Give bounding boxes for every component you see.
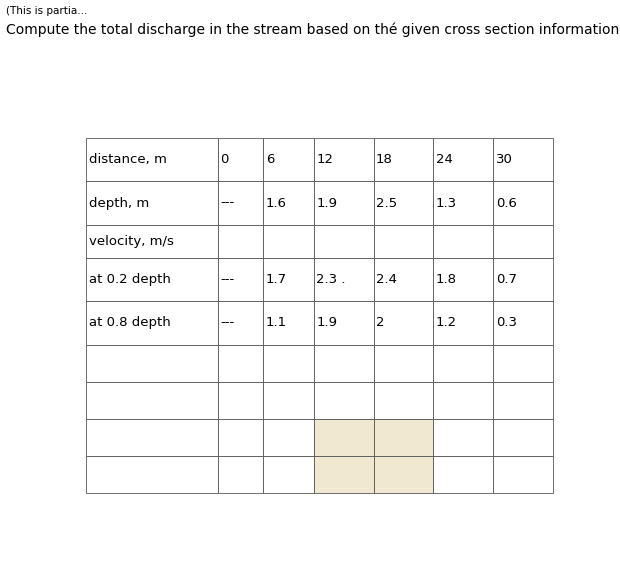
Bar: [374, 225, 433, 258]
Bar: [314, 419, 374, 456]
Bar: [86, 345, 218, 381]
Bar: [374, 258, 433, 301]
Bar: [433, 138, 494, 181]
Text: 6: 6: [266, 153, 274, 166]
Bar: [433, 258, 494, 301]
Bar: [218, 225, 264, 258]
Bar: [86, 456, 218, 493]
Bar: [218, 301, 264, 345]
Bar: [433, 225, 494, 258]
Bar: [494, 138, 553, 181]
Text: at 0.8 depth: at 0.8 depth: [89, 316, 170, 329]
Bar: [433, 456, 494, 493]
Bar: [314, 225, 374, 258]
Bar: [264, 181, 314, 225]
Text: 24: 24: [436, 153, 453, 166]
Bar: [494, 456, 553, 493]
Text: 1.9: 1.9: [316, 196, 337, 209]
Bar: [86, 181, 218, 225]
Bar: [264, 419, 314, 456]
Bar: [494, 345, 553, 381]
Bar: [374, 381, 433, 419]
Text: 1.7: 1.7: [266, 273, 287, 286]
Bar: [314, 456, 374, 493]
Text: 1.6: 1.6: [266, 196, 287, 209]
Bar: [264, 138, 314, 181]
Bar: [494, 381, 553, 419]
Text: 1.3: 1.3: [436, 196, 457, 209]
Bar: [218, 456, 264, 493]
Bar: [494, 258, 553, 301]
Bar: [314, 181, 374, 225]
Bar: [218, 258, 264, 301]
Text: 0.7: 0.7: [496, 273, 516, 286]
Text: 2.3 .: 2.3 .: [316, 273, 345, 286]
Bar: [86, 258, 218, 301]
Text: 12: 12: [316, 153, 333, 166]
Text: 0: 0: [220, 153, 229, 166]
Bar: [494, 225, 553, 258]
Text: 1.8: 1.8: [436, 273, 457, 286]
Bar: [314, 345, 374, 381]
Bar: [374, 138, 433, 181]
Bar: [264, 225, 314, 258]
Text: depth, m: depth, m: [89, 196, 149, 209]
Bar: [494, 181, 553, 225]
Text: 0.6: 0.6: [496, 196, 516, 209]
Bar: [433, 181, 494, 225]
Bar: [433, 345, 494, 381]
Bar: [314, 258, 374, 301]
Text: 18: 18: [376, 153, 393, 166]
Text: ---: ---: [220, 316, 234, 329]
Bar: [374, 419, 433, 456]
Text: velocity, m/s: velocity, m/s: [89, 235, 174, 248]
Text: 2.5: 2.5: [376, 196, 397, 209]
Text: 1.1: 1.1: [266, 316, 287, 329]
Text: 30: 30: [496, 153, 513, 166]
Text: Compute the total discharge in the stream based on thé given cross section infor: Compute the total discharge in the strea…: [6, 23, 620, 37]
Text: at 0.2 depth: at 0.2 depth: [89, 273, 171, 286]
Bar: [264, 345, 314, 381]
Bar: [494, 419, 553, 456]
Bar: [218, 138, 264, 181]
Bar: [314, 381, 374, 419]
Bar: [218, 181, 264, 225]
Bar: [86, 225, 218, 258]
Bar: [374, 181, 433, 225]
Bar: [86, 138, 218, 181]
Text: 0.3: 0.3: [496, 316, 516, 329]
Bar: [264, 258, 314, 301]
Bar: [433, 381, 494, 419]
Bar: [433, 419, 494, 456]
Bar: [86, 301, 218, 345]
Bar: [86, 419, 218, 456]
Text: 2: 2: [376, 316, 384, 329]
Bar: [264, 456, 314, 493]
Bar: [314, 301, 374, 345]
Text: ---: ---: [220, 273, 234, 286]
Bar: [433, 301, 494, 345]
Bar: [494, 301, 553, 345]
Text: 1.9: 1.9: [316, 316, 337, 329]
Bar: [314, 138, 374, 181]
Text: distance, m: distance, m: [89, 153, 167, 166]
Bar: [218, 419, 264, 456]
Bar: [374, 301, 433, 345]
Text: 1.2: 1.2: [436, 316, 457, 329]
Bar: [264, 301, 314, 345]
Bar: [218, 345, 264, 381]
Bar: [264, 381, 314, 419]
Bar: [218, 381, 264, 419]
Text: ---: ---: [220, 196, 234, 209]
Text: 2.4: 2.4: [376, 273, 397, 286]
Bar: [86, 381, 218, 419]
Text: (This is partia...: (This is partia...: [6, 6, 87, 16]
Bar: [374, 456, 433, 493]
Bar: [374, 345, 433, 381]
